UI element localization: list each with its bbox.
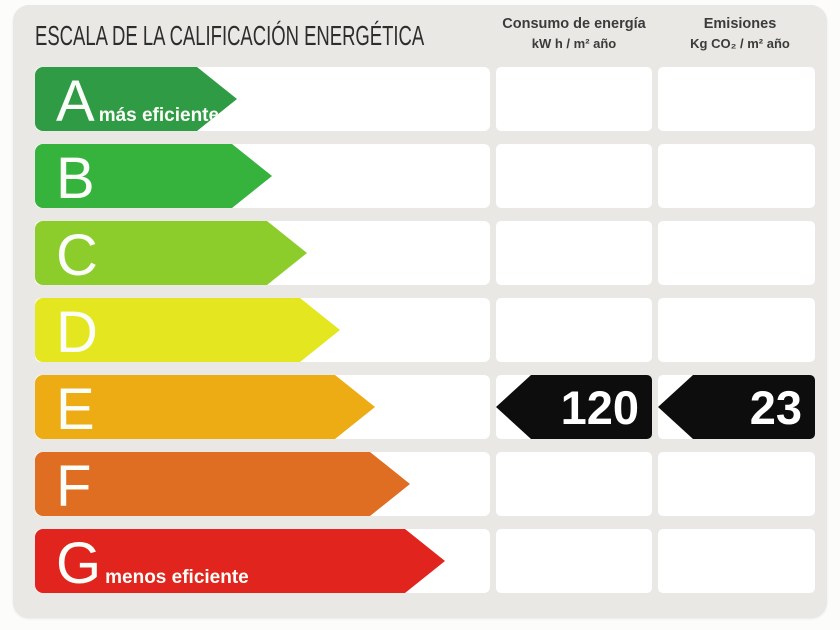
rating-bar-track: F	[35, 452, 490, 516]
rating-qualifier: menos eficiente	[105, 567, 249, 589]
rating-row: F	[35, 452, 815, 516]
consumo-header-line2: kW h / m² año	[531, 36, 617, 52]
consumo-cell	[496, 298, 652, 362]
emisiones-value-arrow: 23	[658, 375, 815, 439]
emisiones-cell	[658, 144, 815, 208]
rating-bar-track: B	[35, 144, 490, 208]
emisiones-cell: 23	[658, 375, 815, 439]
rating-letter: F	[56, 454, 92, 520]
consumo-cell	[496, 452, 652, 516]
rating-row: B	[35, 144, 815, 208]
rating-letter: E	[56, 377, 95, 443]
emisiones-cell	[658, 221, 815, 285]
label-panel: ESCALA DE LA CALIFICACIÓN ENERGÉTICA Con…	[13, 5, 827, 618]
rating-row: D	[35, 298, 815, 362]
emisiones-cell	[658, 298, 815, 362]
consumo-cell: 120	[496, 375, 652, 439]
column-header-emisiones: Emisiones Kg CO₂ / m² año	[651, 14, 829, 54]
consumo-cell	[496, 67, 652, 131]
consumo-cell	[496, 144, 652, 208]
rating-letter: B	[56, 146, 95, 212]
rating-letter: G	[56, 531, 102, 597]
rating-arrow: B	[35, 144, 272, 208]
rating-arrow: C	[35, 221, 307, 285]
consumo-header-line1: Consumo de energía	[502, 16, 646, 32]
column-header-consumo: Consumo de energía kW h / m² año	[485, 14, 663, 54]
consumo-cell	[496, 221, 652, 285]
emisiones-header-line1: Emisiones	[703, 16, 777, 32]
rating-bar-track: E	[35, 375, 490, 439]
emisiones-header-line2: Kg CO₂ / m² año	[690, 36, 790, 52]
rating-arrow: E	[35, 375, 375, 439]
consumo-cell	[496, 529, 652, 593]
rating-bar-track: D	[35, 298, 490, 362]
rating-letter: D	[56, 300, 98, 366]
consumo-value: 120	[560, 380, 639, 434]
emisiones-cell	[658, 529, 815, 593]
rating-arrow: D	[35, 298, 340, 362]
emisiones-cell	[658, 452, 815, 516]
rating-row: E 120 23	[35, 375, 815, 439]
rating-letter: C	[56, 223, 98, 289]
consumo-value-arrow: 120	[496, 375, 652, 439]
rating-qualifier: más eficiente	[98, 105, 220, 127]
page-title: ESCALA DE LA CALIFICACIÓN ENERGÉTICA	[35, 20, 425, 51]
emisiones-value: 23	[749, 380, 802, 434]
rating-bar-track: C	[35, 221, 490, 285]
emisiones-cell	[658, 67, 815, 131]
rating-row: C	[35, 221, 815, 285]
rating-letter: A	[56, 69, 95, 135]
rating-arrow: F	[35, 452, 410, 516]
